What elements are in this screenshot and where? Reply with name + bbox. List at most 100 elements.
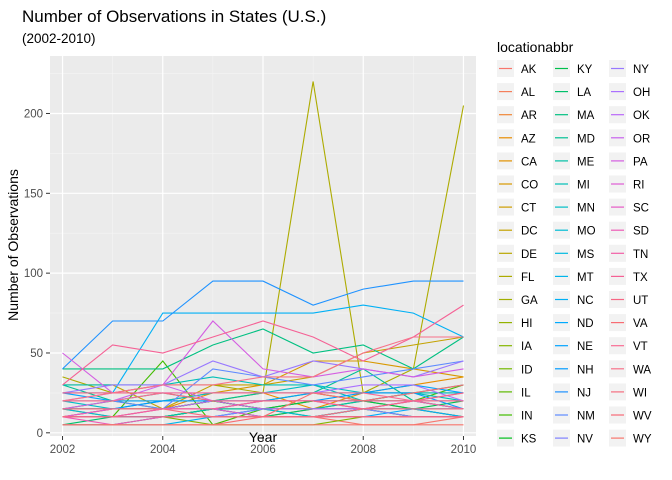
legend-title: locationabbr	[497, 39, 574, 55]
series-line-vt	[62, 392, 464, 402]
y-tick-label: 100	[24, 268, 43, 280]
legend: AK AL AR AZ CA CO CT DC DE FL GA HI IA ID IL IN KS KY LA MA…	[497, 60, 652, 447]
legend-label: SC	[633, 203, 649, 215]
legend-item-mo: MO	[553, 221, 596, 239]
y-tick-label: 0	[37, 428, 43, 440]
legend-label: WY	[633, 434, 652, 446]
legend-label: NE	[577, 341, 593, 353]
x-tick-label: 2002	[50, 444, 76, 456]
legend-item-or: OR	[609, 129, 650, 147]
legend-item-nh: NH	[553, 360, 594, 378]
legend-item-ia: IA	[497, 337, 532, 355]
legend-item-oh: OH	[609, 83, 650, 101]
legend-item-tn: TN	[609, 244, 648, 262]
legend-item-al: AL	[497, 83, 536, 101]
legend-item-ma: MA	[553, 106, 595, 124]
legend-item-tx: TX	[609, 267, 648, 285]
y-tick-label: 50	[30, 348, 43, 360]
legend-label: IL	[521, 387, 531, 399]
legend-item-pa: PA	[609, 152, 648, 170]
legend-label: AL	[521, 87, 536, 99]
legend-item-ky: KY	[553, 60, 593, 77]
legend-label: PA	[633, 156, 648, 168]
legend-item-vt: VT	[609, 337, 648, 355]
legend-label: IN	[521, 411, 533, 423]
y-tick-label: 200	[24, 108, 43, 120]
legend-item-mn: MN	[553, 198, 595, 216]
legend-label: HI	[521, 318, 533, 330]
legend-label: CA	[521, 156, 537, 168]
legend-label: VT	[633, 341, 648, 353]
legend-label: SD	[633, 226, 649, 238]
legend-label: NJ	[577, 387, 591, 399]
legend-label: MA	[577, 110, 595, 122]
legend-label: IA	[521, 341, 532, 353]
legend-label: MI	[577, 180, 590, 192]
legend-label: TX	[633, 272, 648, 284]
legend-item-in: IN	[497, 406, 533, 424]
legend-item-ok: OK	[609, 106, 650, 124]
major-gridlines	[50, 56, 476, 436]
legend-item-ct: CT	[497, 198, 536, 216]
legend-item-nd: ND	[553, 314, 594, 332]
legend-item-nj: NJ	[553, 383, 591, 401]
legend-item-la: LA	[553, 83, 591, 101]
legend-label: DE	[521, 249, 537, 261]
legend-label: FL	[521, 272, 535, 284]
series-line-nc	[62, 304, 464, 394]
legend-item-wy: WY	[609, 429, 652, 447]
legend-item-sc: SC	[609, 198, 649, 216]
legend-label: NV	[577, 434, 593, 446]
legend-label: CO	[521, 180, 538, 192]
x-tick-label: 2004	[150, 444, 176, 456]
legend-label: NM	[577, 411, 595, 423]
legend-label: NY	[633, 64, 649, 76]
legend-label: LA	[577, 87, 591, 99]
series-line-ut	[62, 392, 464, 410]
legend-label: RI	[633, 180, 645, 192]
legend-item-nm: NM	[553, 406, 595, 424]
legend-item-wv: WV	[609, 406, 652, 424]
x-axis: 2002 2004 2006 2008 2010	[50, 436, 477, 456]
legend-label: WV	[633, 411, 652, 423]
legend-label: VA	[633, 318, 648, 330]
legend-item-wi: WI	[609, 383, 647, 401]
legend-item-hi: HI	[497, 314, 533, 332]
legend-item-ri: RI	[609, 175, 645, 193]
legend-label: MD	[577, 133, 595, 145]
legend-item-wa: WA	[609, 360, 651, 378]
legend-item-md: MD	[553, 129, 595, 147]
legend-item-ga: GA	[497, 291, 538, 308]
legend-label: ME	[577, 156, 595, 168]
legend-label: GA	[521, 295, 538, 307]
x-tick-label: 2010	[451, 444, 477, 456]
legend-item-ne: NE	[553, 337, 593, 355]
legend-item-mt: MT	[553, 267, 594, 285]
legend-label: AR	[521, 110, 537, 122]
y-axis-title: Number of Observations	[5, 169, 21, 321]
legend-item-va: VA	[609, 314, 648, 332]
legend-item-sd: SD	[609, 221, 649, 239]
legend-item-fl: FL	[497, 267, 535, 285]
legend-label: KS	[521, 434, 537, 446]
legend-label: TN	[633, 249, 648, 261]
series-line-ma	[62, 328, 464, 370]
legend-item-il: IL	[497, 383, 531, 401]
legend-label: KY	[577, 64, 593, 76]
legend-label: ID	[521, 364, 533, 376]
legend-label: DC	[521, 226, 538, 238]
legend-label: CT	[521, 203, 536, 215]
series-line-nj	[62, 280, 464, 370]
legend-item-ks: KS	[497, 429, 537, 447]
legend-label: OH	[633, 87, 650, 99]
legend-item-de: DE	[497, 244, 537, 262]
legend-item-ny: NY	[609, 60, 649, 77]
legend-item-nc: NC	[553, 291, 594, 308]
legend-label: NC	[577, 295, 594, 307]
legend-item-ak: AK	[497, 60, 537, 77]
legend-label: MT	[577, 272, 594, 284]
x-tick-label: 2008	[350, 444, 376, 456]
legend-item-dc: DC	[497, 221, 538, 239]
legend-label: OK	[633, 110, 650, 122]
